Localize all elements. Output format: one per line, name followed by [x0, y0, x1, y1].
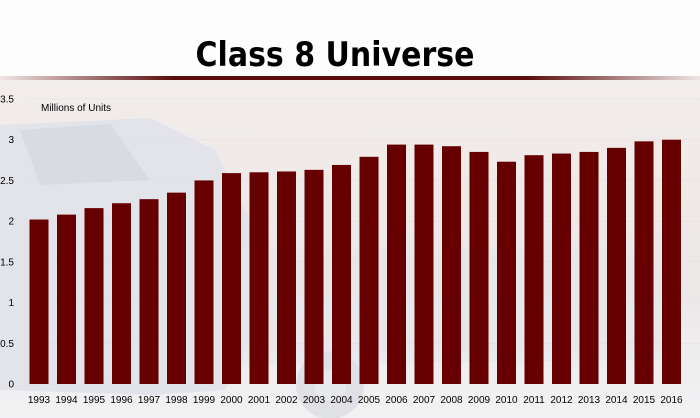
bar-2001: [249, 172, 269, 384]
bar-2006: [387, 144, 406, 384]
x-tick-label: 2005: [358, 395, 381, 406]
x-tick-label: 2007: [413, 395, 436, 406]
x-tick-label: 1997: [138, 395, 161, 406]
chart-title: Class 8 Universe: [195, 35, 475, 76]
bar-2013: [579, 151, 599, 384]
bar-1998: [167, 192, 186, 384]
bar-2004: [332, 164, 351, 384]
x-tick-label: 1993: [28, 395, 51, 406]
x-axis-ticks: 1993 1994 1995 1996 1997 1998 1999 2000 2001 2002…: [28, 395, 683, 406]
x-tick-label: 2000: [220, 395, 243, 406]
x-tick-label: 2008: [440, 395, 463, 406]
y-tick-label: 3: [8, 135, 14, 146]
x-tick-label: 1999: [193, 395, 216, 406]
x-tick-label: 2016: [660, 395, 683, 406]
y-tick-label: 3.5: [0, 95, 14, 106]
bar-1997: [139, 199, 159, 384]
title-underline: [0, 76, 700, 80]
bar-1995: [84, 208, 104, 384]
y-tick-label: 2: [8, 217, 14, 228]
x-tick-label: 1994: [55, 395, 78, 406]
x-tick-label: 1998: [165, 395, 188, 406]
y-tick-label: 0: [8, 380, 14, 391]
bar-2008: [442, 146, 461, 384]
bar-2005: [359, 156, 379, 384]
bar-2014: [607, 147, 626, 384]
x-tick-label: 2001: [248, 395, 271, 406]
y-tick-label: 1: [8, 298, 14, 309]
x-tick-label: 1996: [110, 395, 133, 406]
bar-2007: [414, 144, 434, 384]
bar-2015: [634, 141, 654, 384]
bars: [29, 139, 681, 384]
x-tick-label: 2002: [275, 395, 298, 406]
x-tick-label: 2004: [330, 395, 353, 406]
bar-2011: [524, 155, 544, 384]
bar-2012: [552, 153, 571, 384]
bar-1994: [57, 214, 76, 384]
x-tick-label: 2014: [605, 395, 628, 406]
y-axis-ticks: 0 0.5 1 1.5 2 2.5 3 3.5: [0, 95, 14, 391]
x-tick-label: 2011: [523, 395, 545, 406]
y-tick-label: 2.5: [0, 176, 14, 187]
bar-2009: [469, 151, 489, 384]
bar-1993: [29, 219, 49, 384]
bar-1999: [194, 180, 214, 384]
x-tick-label: 2009: [468, 395, 491, 406]
y-tick-label: 0.5: [0, 339, 14, 350]
x-tick-label: 2012: [550, 395, 573, 406]
bar-2016: [662, 139, 681, 384]
x-tick-label: 2015: [633, 395, 656, 406]
y-tick-label: 1.5: [0, 257, 14, 268]
x-tick-label: 1995: [83, 395, 106, 406]
x-tick-label: 2010: [495, 395, 518, 406]
bar-2003: [304, 169, 324, 384]
bar-2010: [497, 161, 516, 384]
bar-1996: [112, 203, 131, 384]
x-tick-label: 2006: [385, 395, 408, 406]
bar-2000: [222, 173, 241, 384]
x-tick-label: 2003: [303, 395, 326, 406]
unit-label: Millions of Units: [41, 103, 111, 114]
x-tick-label: 2013: [578, 395, 601, 406]
bar-2002: [277, 171, 296, 384]
